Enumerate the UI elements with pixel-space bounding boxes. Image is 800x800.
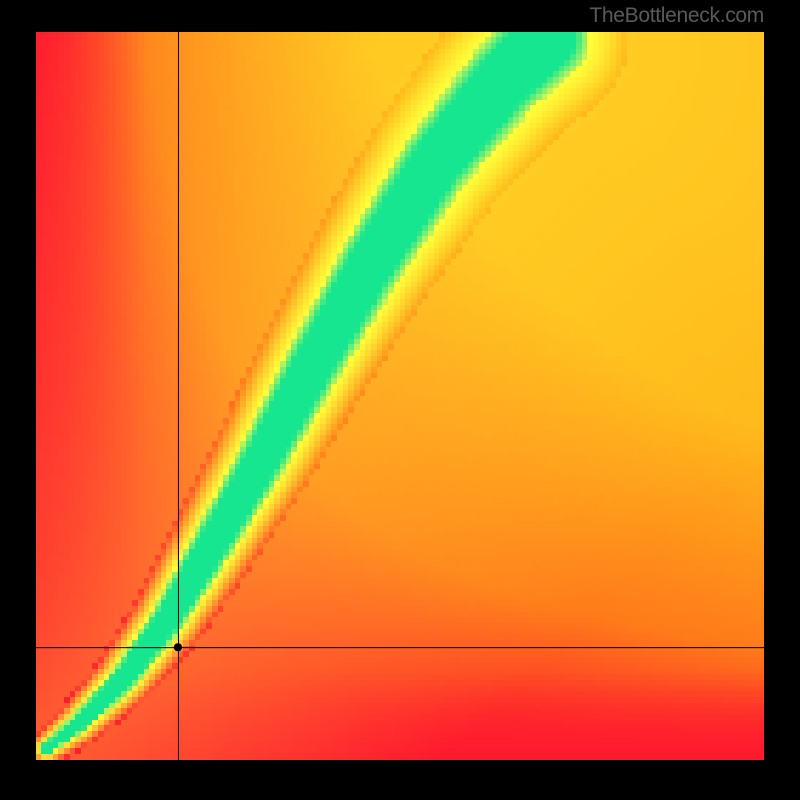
heatmap-canvas (36, 32, 764, 760)
chart-container: TheBottleneck.com (0, 0, 800, 800)
attribution-text: TheBottleneck.com (589, 4, 764, 28)
heatmap-plot (36, 32, 764, 760)
